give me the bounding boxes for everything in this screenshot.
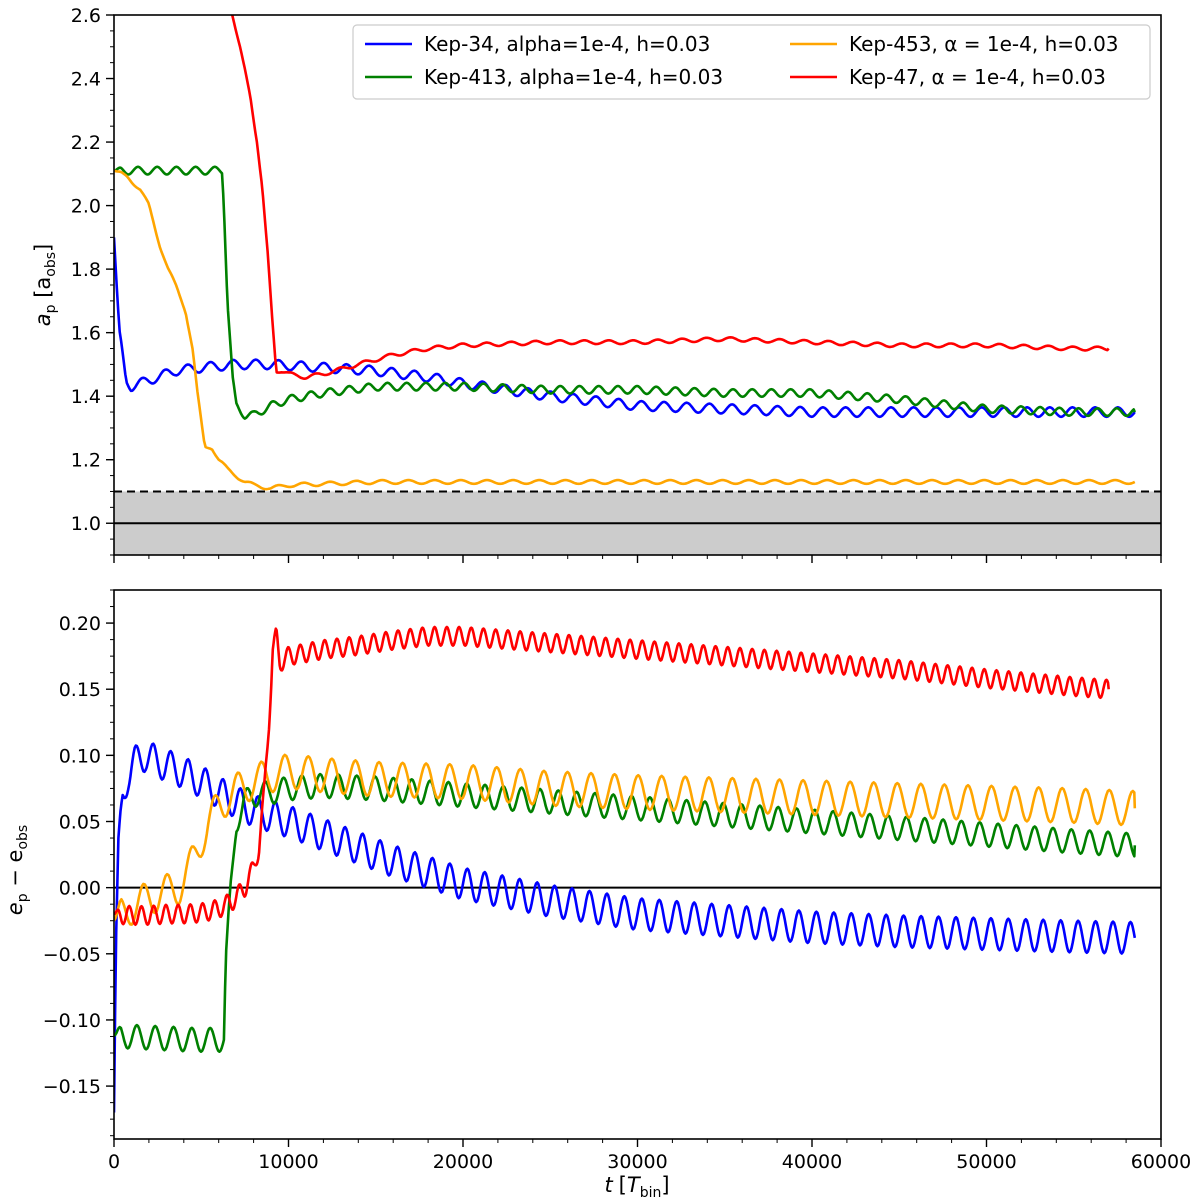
- top-y-axis-label: ap [aobs]: [31, 244, 59, 326]
- bottom-y-tick-label: −0.15: [43, 1076, 101, 1098]
- bottom-y-axis-label: ep − eobs: [3, 825, 31, 915]
- top-y-tick-label: 1.0: [71, 513, 101, 535]
- legend: Kep-34, alpha=1e-4, h=0.03 Kep-413, alph…: [352, 24, 1151, 100]
- top-ylabel-main: a: [31, 313, 55, 326]
- top-y-tick-label: 2.6: [71, 5, 101, 27]
- top-series-kep34: [114, 237, 1136, 419]
- legend-label-kep47: Kep-47, α = 1e-4, h=0.03: [849, 65, 1106, 89]
- bottom-panel: −0.15 −0.10 −0.05 0.00 0.05 0.10 0.15 0.20 0 100…: [3, 589, 1191, 1173]
- bottom-series-kep453: [114, 753, 1137, 926]
- top-series-kep413: [114, 165, 1137, 420]
- top-series-kep453: [114, 169, 1136, 491]
- top-ylabel-open: [a: [31, 277, 55, 305]
- top-series-kep47: [230, 15, 1110, 381]
- x-tick-label: 40000: [782, 1151, 842, 1173]
- x-tick-label: 50000: [956, 1151, 1016, 1173]
- x-label-open: [: [619, 1173, 627, 1197]
- bottom-y-tick-label: −0.05: [43, 944, 101, 966]
- x-label-var: T: [627, 1173, 642, 1197]
- top-reference-lines: [114, 490, 1161, 525]
- top-y-tick-label: 2.2: [71, 132, 101, 154]
- bottom-y-tick-label: 0.15: [59, 679, 101, 701]
- bottom-ylabel-mid: − e: [3, 850, 27, 894]
- x-label-sub: bin: [640, 1185, 662, 1200]
- top-y-tick-label: 1.2: [71, 450, 101, 472]
- x-label-close: ]: [661, 1173, 669, 1197]
- legend-frame: [352, 24, 1151, 100]
- bottom-series-kep413: [114, 772, 1137, 1053]
- top-ylabel-close: ]: [31, 244, 55, 252]
- bottom-y-tick-label: 0.20: [59, 613, 101, 635]
- top-series-group: [114, 15, 1137, 491]
- bottom-y-tick-label: 0.00: [59, 878, 101, 900]
- top-y-tick-label: 2.4: [71, 69, 101, 91]
- top-y-tick-label: 2.0: [71, 196, 101, 218]
- bottom-ylabel-main: e: [3, 902, 27, 915]
- top-y-ticks: 1.0 1.2 1.4 1.6 1.8 2.0 2.2 2.4 2.6: [71, 5, 114, 556]
- bottom-ylabel-sub: p: [15, 893, 31, 902]
- bottom-series-kep47: [114, 625, 1110, 927]
- top-panel: 1.0 1.2 1.4 1.6 1.8 2.0 2.2 2.4 2.6 ap [aobs] Ke…: [31, 5, 1162, 563]
- x-tick-label: 20000: [433, 1151, 493, 1173]
- top-y-tick-label: 1.8: [71, 259, 101, 281]
- bottom-y-ticks: −0.15 −0.10 −0.05 0.00 0.05 0.10 0.15 0.20: [43, 589, 114, 1137]
- top-y-tick-label: 1.6: [71, 323, 101, 345]
- top-ylabel-sub: p: [43, 304, 59, 313]
- x-tick-label: 10000: [258, 1151, 318, 1173]
- bottom-y-tick-label: 0.05: [59, 812, 101, 834]
- x-axis-label: t [Tbin]: [604, 1173, 669, 1200]
- bottom-y-tick-label: −0.10: [43, 1010, 101, 1032]
- top-x-ticks: [113, 555, 1162, 563]
- top-y-tick-label: 1.4: [71, 386, 101, 408]
- bottom-y-tick-label: 0.10: [59, 745, 101, 767]
- bottom-series-group: [114, 625, 1137, 1113]
- bottom-x-ticks: 0 10000 20000 30000 40000 50000 60000: [108, 1139, 1191, 1173]
- x-tick-label: 60000: [1131, 1151, 1191, 1173]
- legend-label-kep453: Kep-453, α = 1e-4, h=0.03: [849, 32, 1119, 56]
- x-label-main: t: [604, 1173, 613, 1197]
- x-tick-label: 30000: [607, 1151, 667, 1173]
- bottom-ylabel-sub2: obs: [15, 825, 31, 850]
- legend-label-kep34: Kep-34, alpha=1e-4, h=0.03: [424, 32, 710, 56]
- x-tick-label: 0: [108, 1151, 120, 1173]
- top-ylabel-sub2: obs: [43, 252, 59, 277]
- bottom-series-kep34: [114, 742, 1137, 1113]
- legend-label-kep413: Kep-413, alpha=1e-4, h=0.03: [424, 65, 723, 89]
